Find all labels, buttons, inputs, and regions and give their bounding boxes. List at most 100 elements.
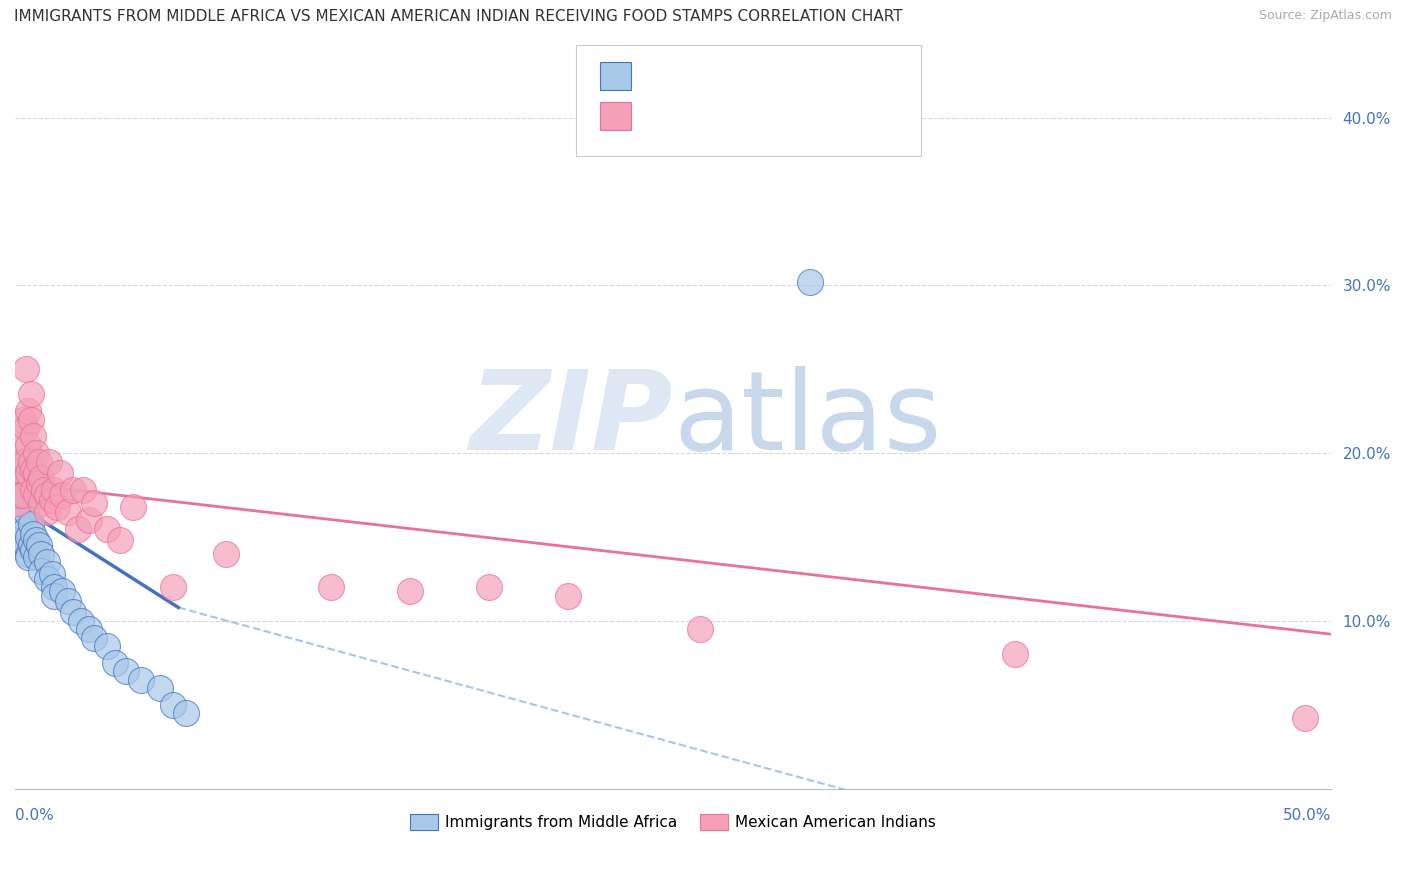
Point: [14, 538, 37, 552]
Point: [22, 526, 45, 541]
Point: [25, 446, 48, 460]
Point: [32, 483, 55, 497]
Point: [56, 505, 79, 519]
Point: [35, 555, 58, 569]
Text: N =: N =: [772, 107, 808, 125]
Point: [46, 500, 69, 514]
Point: [69, 614, 91, 628]
Point: [28, 454, 51, 468]
Point: [7, 488, 30, 502]
Text: N =: N =: [772, 67, 808, 85]
Legend: Immigrants from Middle Africa, Mexican American Indians: Immigrants from Middle Africa, Mexican A…: [404, 808, 942, 836]
Text: 54: 54: [814, 107, 835, 125]
Point: [7, 471, 30, 485]
Point: [17, 530, 39, 544]
Text: -0.297: -0.297: [690, 67, 744, 85]
Point: [14, 522, 37, 536]
Point: [44, 589, 66, 603]
Point: [30, 547, 52, 561]
Point: [478, 580, 501, 594]
Point: [11, 509, 34, 524]
Point: [35, 572, 58, 586]
Point: [56, 593, 79, 607]
Point: [7, 505, 30, 519]
Point: [96, 522, 118, 536]
Point: [22, 463, 45, 477]
Point: [8, 533, 31, 548]
Point: [30, 564, 52, 578]
Text: R =: R =: [645, 107, 682, 125]
Point: [96, 639, 118, 653]
Point: [51, 488, 73, 502]
Point: [1004, 648, 1026, 662]
Point: [77, 513, 100, 527]
Point: [22, 543, 45, 558]
Point: [62, 483, 84, 497]
Text: R =: R =: [645, 67, 682, 85]
Point: [28, 476, 51, 491]
Point: [22, 483, 45, 497]
Text: 0.0%: 0.0%: [15, 808, 53, 822]
Point: [8, 438, 31, 452]
Point: [17, 467, 39, 481]
Point: [131, 673, 153, 687]
Point: [399, 583, 422, 598]
Point: [25, 533, 48, 548]
Point: [14, 421, 37, 435]
Text: 50.0%: 50.0%: [1284, 808, 1331, 822]
Point: [25, 488, 48, 502]
Point: [41, 566, 63, 581]
Point: [122, 500, 145, 514]
Point: [214, 547, 236, 561]
Point: [20, 538, 42, 552]
Point: [67, 522, 90, 536]
Point: [149, 681, 172, 695]
Point: [35, 505, 58, 519]
Point: [14, 505, 37, 519]
Point: [11, 516, 34, 531]
Point: [8, 463, 31, 477]
Point: [8, 500, 31, 514]
Point: [104, 656, 127, 670]
Point: [38, 454, 60, 468]
Point: [8, 522, 31, 536]
Point: [7, 513, 30, 527]
Point: [11, 454, 34, 468]
Text: ZIP: ZIP: [470, 366, 673, 473]
Point: [689, 622, 711, 636]
Point: [14, 362, 37, 376]
Point: [35, 488, 58, 502]
Text: atlas: atlas: [673, 366, 942, 473]
Point: [319, 580, 342, 594]
Point: [83, 631, 105, 645]
Point: [110, 533, 132, 548]
Point: [20, 454, 42, 468]
Text: -0.197: -0.197: [690, 107, 744, 125]
Point: [49, 467, 72, 481]
Point: [44, 580, 66, 594]
Point: [799, 275, 821, 289]
Point: [77, 622, 100, 636]
Text: 44: 44: [814, 67, 835, 85]
Point: [20, 412, 42, 426]
Point: [17, 550, 39, 565]
Point: [11, 412, 34, 426]
Point: [25, 467, 48, 481]
Point: [51, 583, 73, 598]
Point: [8, 493, 31, 508]
Point: [11, 488, 34, 502]
Point: [62, 606, 84, 620]
Point: [17, 404, 39, 418]
Point: [17, 547, 39, 561]
Point: [114, 664, 136, 678]
Point: [41, 493, 63, 508]
Point: [25, 550, 48, 565]
Point: [174, 706, 197, 720]
Point: [1294, 711, 1316, 725]
Point: [44, 483, 66, 497]
Text: Source: ZipAtlas.com: Source: ZipAtlas.com: [1258, 9, 1392, 22]
Point: [11, 488, 34, 502]
Point: [83, 496, 105, 510]
Point: [20, 516, 42, 531]
Point: [8, 488, 31, 502]
